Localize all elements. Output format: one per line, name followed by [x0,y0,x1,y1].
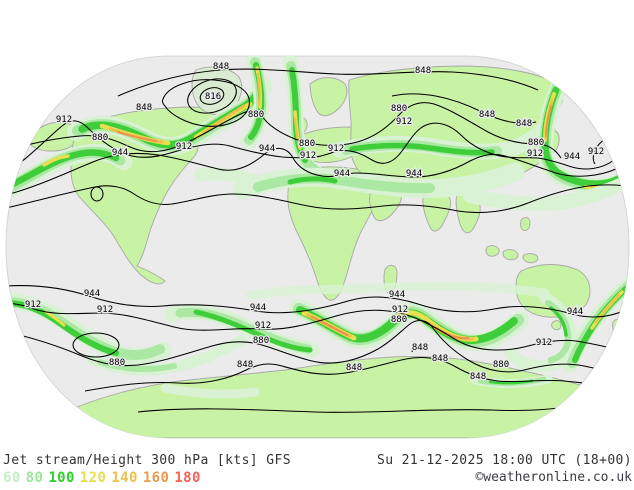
contour-label: 880 [391,104,407,114]
contour-label: 944 [112,148,128,158]
contour-label: 848 [412,343,428,353]
legend-value: 180 [174,470,201,486]
contour-880-sh [6,319,629,378]
contour-label: 848 [237,360,253,370]
contour-label: 848 [415,66,431,76]
contour-944-nh [6,147,629,196]
jet-band-indian-ocean [289,299,529,352]
jet-band-east-asia-subtropic [463,171,629,211]
jet-band-sh-subtropic [245,281,550,300]
contour-848-sh [84,356,623,392]
jet-band-siberia [332,124,548,160]
contour-label: 848 [346,363,362,373]
contour-label: 848 [470,372,486,382]
contour-848-greenland-ring [161,79,250,127]
contour-label: 912 [392,305,408,315]
land-scandinavia [309,77,348,117]
contour-912-nh [6,120,573,173]
legend-value: 100 [48,470,75,486]
contour-label: 944 [259,144,275,154]
contour-label: 848 [479,110,495,120]
contour-label: 912 [300,151,316,161]
contour-label: 944 [389,290,405,300]
contour-label: 880 [248,110,264,120]
legend-value: 80 [25,470,44,486]
contour-label: 880 [92,133,108,143]
contour-label: 880 [299,139,315,149]
contour-layer [6,68,629,413]
jet-band-mediterranean [232,162,525,200]
map-title: Jet stream/Height 300 hPa [kts] GFS [3,453,291,468]
contour-848-antarctic [137,401,596,413]
contour-label: 848 [432,354,448,364]
contour-848-arctic [117,68,539,97]
contour-label: 912 [255,321,271,331]
contour-label: 912 [396,117,412,127]
contour-832-ring [187,78,237,114]
contour-label: 912 [176,142,192,152]
jet-band-new-zealand [562,270,629,374]
contour-label: 880 [109,358,125,368]
contour-label: 944 [564,152,580,162]
contour-label: 912 [97,305,113,315]
contour-label: 944 [406,169,422,179]
land-philippines [520,217,531,231]
contour-label: 912 [328,144,344,154]
legend-value: 60 [3,470,21,486]
contour-label: 880 [493,360,509,370]
contour-label: 912 [527,149,543,159]
contour-848-asia [391,93,537,124]
contour-label: 880 [391,315,407,325]
contour-label: 848 [516,119,532,129]
contour-848-arc [411,344,429,353]
contour-label: 848 [136,103,152,113]
contour-label: 912 [25,300,41,310]
contour-label: 848 [213,62,229,72]
contour-label: 944 [334,169,350,179]
contour-closed-low-south [72,332,120,358]
contour-816-ring [199,87,225,105]
legend-value: 120 [79,470,107,486]
contour-976-nh [6,184,629,214]
contour-label: 912 [56,115,72,125]
contour-label: 880 [253,336,269,346]
contour-label: 912 [588,147,604,157]
contour-label: 912 [536,338,552,348]
land-tasmania [551,320,562,331]
jet-band-norwegian-sea [240,56,269,150]
contour-912-sh [6,302,629,353]
contour-label: 944 [250,303,266,313]
contour-closed-low-pacific [90,186,104,202]
legend-kts: 60 80 100 120 140 160 180 [3,470,206,486]
jet-stream-layer [6,56,629,399]
legend-value: 160 [142,470,170,486]
contour-label: 880 [528,138,544,148]
contour-944-sh [6,285,629,318]
legend-value: 140 [111,470,138,486]
contour-label: 944 [84,289,100,299]
land-new-zealand [612,319,627,348]
contour-880-nh [6,102,562,159]
map-datetime: Su 21-12-2025 18:00 UTC (18+00) [376,453,632,468]
contour-label: 944 [567,307,583,317]
copyright: ©weatheronline.co.uk [475,470,632,485]
land-indonesia [485,245,539,264]
contour-label: 816 [205,92,221,102]
jet-band-north-pacific [6,143,133,205]
